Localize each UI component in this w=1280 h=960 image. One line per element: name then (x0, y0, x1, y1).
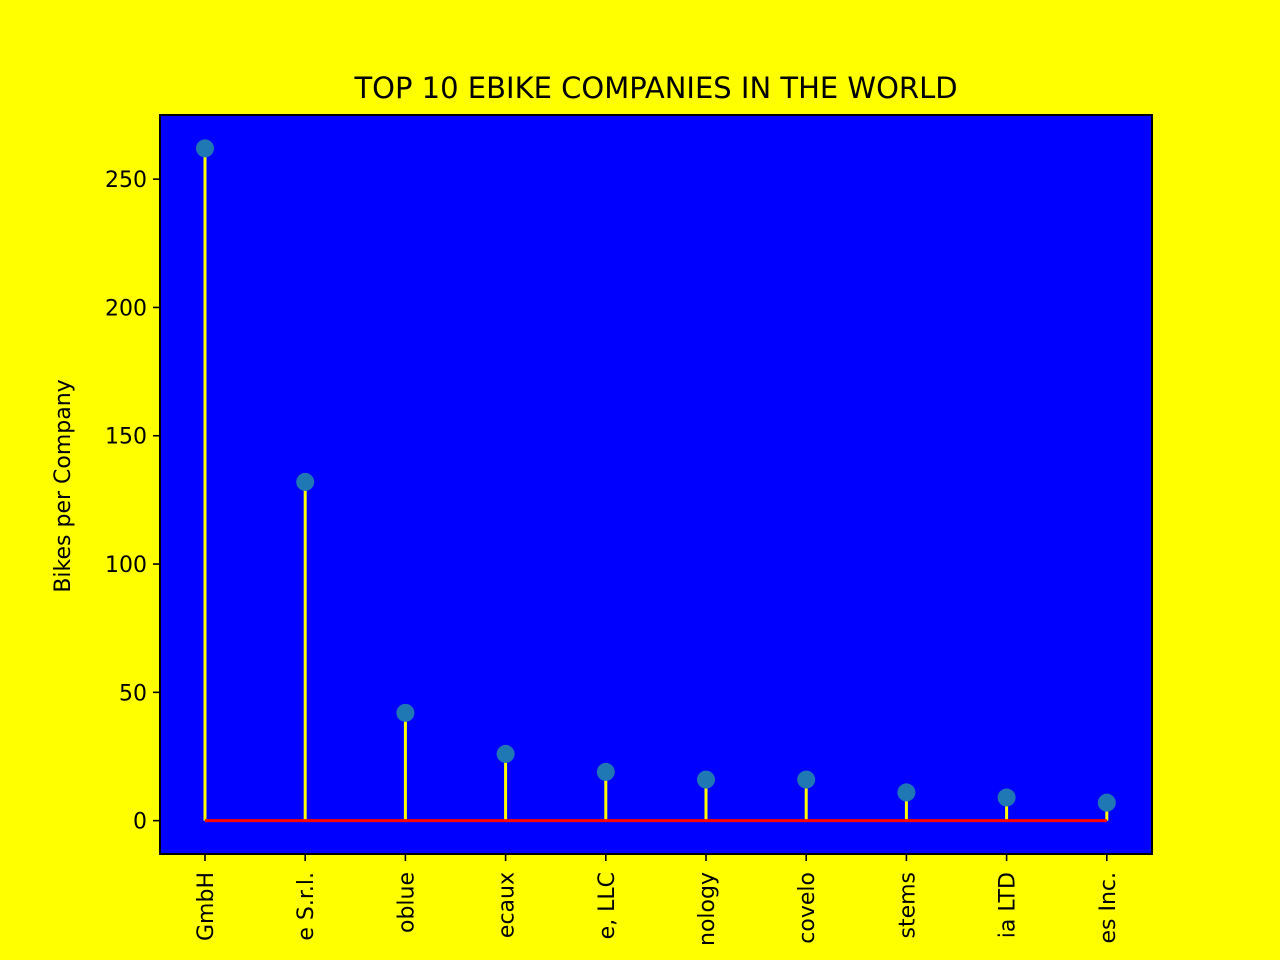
chart-title: TOP 10 EBIKE COMPANIES IN THE WORLD (353, 71, 957, 105)
x-tick-label: es Inc. (1096, 872, 1121, 944)
x-tick-label: e, LLC (595, 872, 620, 939)
stem-marker (1097, 793, 1116, 812)
y-tick-label: 200 (105, 296, 147, 321)
y-tick-label: 100 (105, 553, 147, 578)
y-tick-label: 0 (133, 810, 147, 835)
stem-marker (997, 788, 1016, 807)
x-tick-label: ia LTD (996, 872, 1021, 938)
stem-marker (697, 770, 715, 789)
stem-marker (196, 139, 214, 158)
stem-series (196, 139, 1116, 823)
stem-marker (496, 744, 515, 763)
stem-marker (897, 783, 916, 802)
x-tick-label: stems (895, 872, 920, 939)
x-tick-label: nology (695, 872, 720, 946)
x-tick-label: ecaux (495, 872, 520, 938)
y-axis-label: Bikes per Company (51, 379, 76, 592)
x-tick-label: e S.r.l. (294, 872, 319, 941)
y-tick-label: 50 (119, 681, 147, 706)
plot-area (159, 114, 1153, 855)
x-tick-label: covelo (795, 872, 820, 944)
stem-marker (396, 703, 415, 722)
x-tick-label: GmbH (194, 872, 219, 941)
y-tick-label: 150 (105, 425, 147, 450)
x-tick-label: oblue (394, 872, 419, 933)
x-axis: GmbH e S.r.l. oblue ecaux e, LLC nology covelo… (194, 854, 1121, 946)
stem-marker (596, 762, 615, 781)
stem-marker (797, 770, 816, 789)
stem-marker (296, 472, 315, 491)
y-tick-label: 250 (105, 168, 147, 193)
y-axis: 0 50 100 150 200 250 (105, 168, 160, 835)
